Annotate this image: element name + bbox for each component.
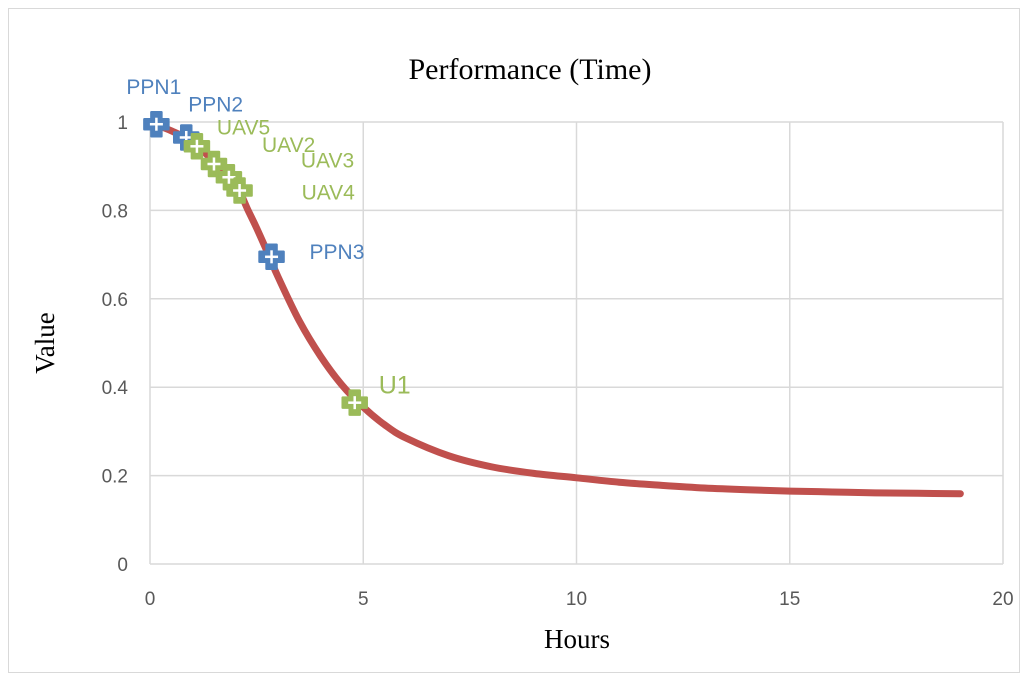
- y-tick-label: 0.4: [102, 378, 129, 399]
- marker-layer: [143, 110, 368, 416]
- point-label: UAV4: [302, 182, 356, 205]
- grid-layer: [149, 121, 1004, 565]
- point-label: U1: [379, 372, 411, 400]
- y-tick-label: 0.6: [102, 290, 128, 311]
- chart-frame: [8, 8, 1020, 673]
- performance-curve: [150, 120, 964, 498]
- x-tick-label: 0: [145, 589, 156, 610]
- y-tick-label: 0: [117, 555, 128, 576]
- x-tick-label: 10: [566, 589, 587, 610]
- point-label: PPN2: [188, 93, 243, 116]
- chart-title: Performance (Time): [409, 53, 652, 86]
- point-label: PPN1: [126, 76, 181, 99]
- y-axis-title: Value: [30, 312, 60, 373]
- x-tick-label: 5: [358, 589, 369, 610]
- y-tick-label: 1: [117, 113, 128, 134]
- y-tick-label: 0.8: [102, 201, 128, 222]
- x-axis-title: Hours: [544, 624, 610, 654]
- curve-layer: [150, 120, 964, 498]
- x-tick-label: 20: [992, 589, 1013, 610]
- point-label: UAV5: [217, 116, 270, 139]
- point-label: UAV2: [262, 134, 315, 157]
- point-label: UAV3: [301, 149, 354, 172]
- point-label: PPN3: [310, 241, 365, 264]
- tick-layer: 00.20.40.60.810 5 10 15 20: [102, 113, 1014, 610]
- x-tick-label: 15: [779, 589, 800, 610]
- y-tick-label: 0.2: [102, 467, 128, 488]
